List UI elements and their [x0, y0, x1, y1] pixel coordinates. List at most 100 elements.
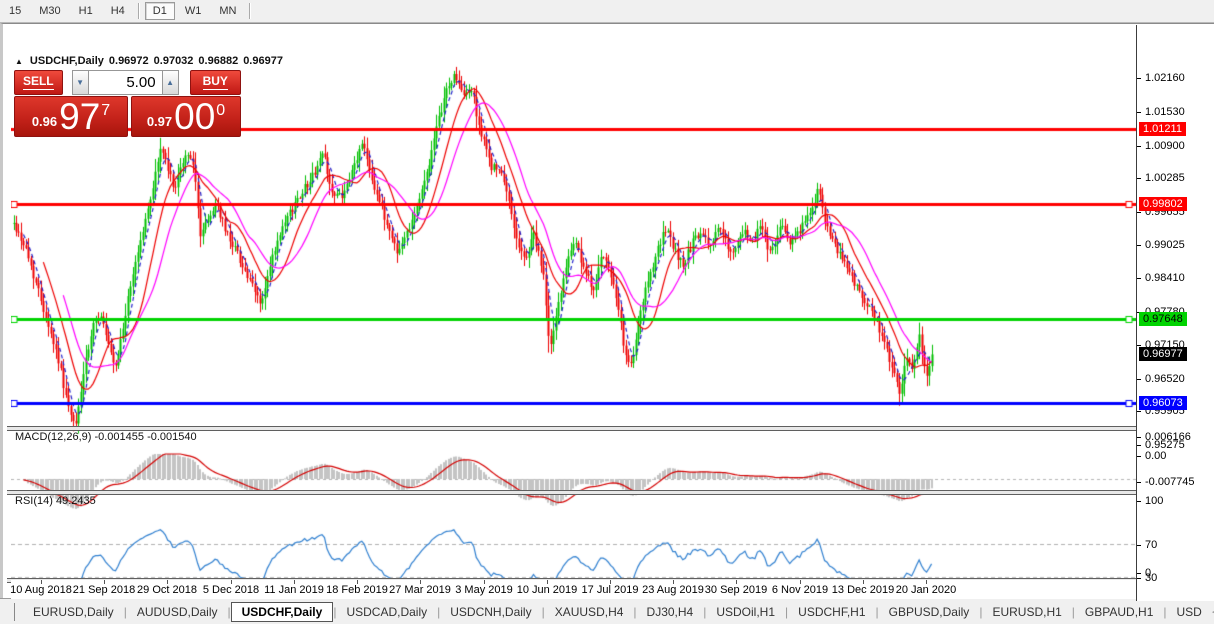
tab-usdchf-daily[interactable]: USDCHF,Daily [230, 601, 334, 622]
date-label: 21 Sep 2018 [72, 584, 136, 596]
time-axis[interactable]: 10 Aug 2018 21 Sep 2018 29 Oct 2018 5 Dec 2… [10, 580, 1214, 599]
date-label: 5 Dec 2018 [202, 584, 260, 596]
date-label: 30 Sep 2019 [704, 584, 768, 596]
quote-high: 0.97032 [153, 55, 194, 67]
tab-usd[interactable]: USD [1176, 604, 1202, 619]
timeframe-button-15[interactable]: 15 [9, 5, 22, 17]
date-label: 3 May 2019 [455, 584, 513, 596]
time-tick-mark [484, 580, 485, 584]
macd-canvas[interactable] [11, 452, 1136, 513]
tab-separator: | [633, 604, 637, 619]
date-label: 29 Oct 2018 [137, 584, 197, 596]
chart-tab-bar: EURUSD,Daily | AUDUSD,Daily | USDCHF,Daily | U… [0, 598, 1214, 624]
quote-open: 0.96972 [108, 55, 149, 67]
tab-dj30-h4[interactable]: DJ30,H4 [646, 604, 694, 619]
volume-increase-button[interactable]: ▲ [161, 70, 179, 95]
level-price-badge: 0.96073 [1139, 396, 1187, 410]
timeframe-button-m30[interactable]: M30 [39, 5, 61, 17]
volume-input[interactable] [88, 70, 162, 95]
tab-separator: | [541, 604, 545, 619]
date-label: 13 Dec 2019 [831, 584, 895, 596]
tab-stub [14, 602, 15, 621]
date-label: 17 Jul 2019 [581, 584, 639, 596]
tab-separator: | [437, 604, 441, 619]
collapse-quick-trade-icon[interactable]: ▲ [15, 56, 23, 66]
axis-tick-mark [1137, 345, 1141, 346]
tab-usdoil-h1[interactable]: USDOil,H1 [716, 604, 776, 619]
buy-price-panel[interactable]: 0.97 00 0 [131, 96, 241, 137]
axis-tick-mark [1137, 482, 1141, 483]
tab-gbpaud-h1[interactable]: GBPAUD,H1 [1084, 604, 1154, 619]
time-tick-mark [104, 580, 105, 584]
timeframe-button-mn[interactable]: MN [219, 5, 237, 17]
tab-scroll-left-icon[interactable]: ◂ [1212, 605, 1214, 618]
sell-price-panel[interactable]: 0.96 97 7 [14, 96, 128, 137]
quick-trade-panel: SELL ▼ ▲ BUY 0.96 97 7 0.97 00 0 [14, 70, 241, 137]
rsi-axis-label: 0 [1145, 567, 1152, 579]
quote-close: 0.96977 [243, 55, 283, 67]
pane-separator[interactable] [7, 426, 1214, 431]
axis-tick-mark [1137, 146, 1141, 147]
sell-price-big: 97 [59, 95, 101, 137]
tab-eurusd-h1[interactable]: EURUSD,H1 [992, 604, 1062, 619]
level-price-badge: 0.99802 [1139, 197, 1187, 211]
tab-separator: | [1163, 604, 1167, 619]
price-tick-label: 0.98410 [1145, 272, 1185, 284]
rsi-axis-label: 30 [1145, 572, 1158, 584]
time-tick-mark [863, 580, 864, 584]
axis-tick-mark [1137, 456, 1141, 457]
tab-xauusd-h4[interactable]: XAUUSD,H4 [554, 604, 624, 619]
timeframe-button-h4[interactable]: H4 [110, 5, 125, 17]
sell-button[interactable]: SELL [14, 70, 63, 95]
buy-price-prefix: 0.97 [146, 114, 173, 129]
date-label: 20 Jan 2020 [895, 584, 957, 596]
chart-symbol-label: USDCHF,Daily [29, 55, 104, 67]
price-tick-label: 0.96520 [1145, 373, 1185, 385]
volume-stepper: ▼ ▲ [71, 70, 179, 95]
pane-separator[interactable] [7, 490, 1214, 495]
tab-gbpusd-daily[interactable]: GBPUSD,Daily [888, 604, 970, 619]
axis-tick-mark [1137, 245, 1141, 246]
timeframe-button-d1[interactable]: D1 [144, 2, 175, 20]
chart-window: ▲ USDCHF,Daily 0.96972 0.97032 0.96882 0… [0, 23, 1214, 601]
time-tick-mark [673, 580, 674, 584]
price-tick-label: 0.95275 [1145, 439, 1185, 451]
date-label: 10 Aug 2018 [10, 584, 72, 596]
timeframe-button-h1[interactable]: H1 [78, 5, 93, 17]
axis-tick-mark [1137, 212, 1141, 213]
date-label: 23 Aug 2019 [642, 584, 704, 596]
axis-tick-mark [1137, 445, 1141, 446]
time-tick-mark [610, 580, 611, 584]
buy-button[interactable]: BUY [189, 70, 241, 95]
current-price-badge: 0.96977 [1139, 347, 1187, 361]
tab-separator: | [703, 604, 707, 619]
tab-usdcnh-daily[interactable]: USDCNH,Daily [450, 604, 532, 619]
tab-eurusd-daily[interactable]: EURUSD,Daily [33, 604, 114, 619]
quote-low: 0.96882 [198, 55, 239, 67]
axis-tick-mark [1137, 379, 1141, 380]
time-tick-mark [926, 580, 927, 584]
timeframe-button-w1[interactable]: W1 [184, 5, 202, 17]
time-tick-mark [167, 580, 168, 584]
axis-tick-mark [1137, 501, 1141, 502]
buy-price-pipette: 0 [216, 102, 226, 119]
axis-tick-mark [1137, 578, 1141, 579]
tab-usdcad-daily[interactable]: USDCAD,Daily [346, 604, 428, 619]
date-label: 6 Nov 2019 [771, 584, 829, 596]
sell-price-prefix: 0.96 [31, 114, 58, 129]
price-axis[interactable]: 1.02160 1.01530 1.00900 1.00285 0.99655 0.990… [1136, 25, 1214, 601]
price-tick-label: 1.02160 [1145, 72, 1185, 84]
time-tick-mark [294, 580, 295, 584]
chart-header: ▲ USDCHF,Daily 0.96972 0.97032 0.96882 0… [15, 55, 283, 67]
rsi-axis-label: 70 [1145, 539, 1158, 551]
tab-usdchf-h1[interactable]: USDCHF,H1 [798, 604, 866, 619]
macd-axis-label: 0.006166 [1145, 431, 1191, 443]
axis-tick-mark [1137, 573, 1141, 574]
volume-decrease-button[interactable]: ▼ [71, 70, 89, 95]
rsi-label: RSI(14) 49.2435 [15, 495, 96, 507]
date-label: 18 Feb 2019 [326, 584, 388, 596]
tab-separator: | [979, 604, 983, 619]
time-tick-mark [357, 580, 358, 584]
tab-audusd-daily[interactable]: AUDUSD,Daily [136, 604, 218, 619]
